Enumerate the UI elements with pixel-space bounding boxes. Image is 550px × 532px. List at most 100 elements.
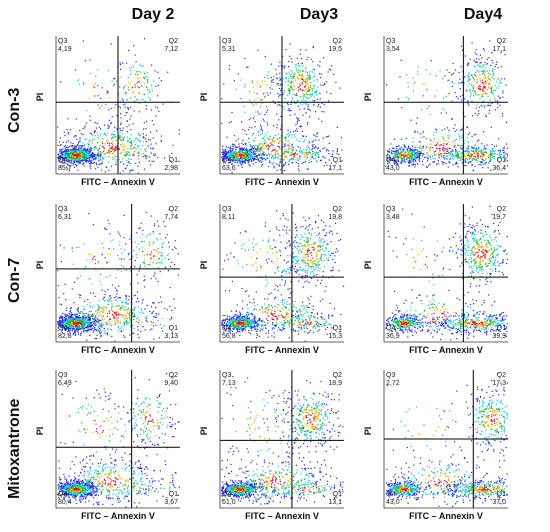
quadrant-q2-label: Q2 7,74 [156, 206, 178, 222]
quadrant-q1-label: Q1 17,1 [320, 157, 342, 173]
y-axis-label: PI [35, 426, 45, 436]
quadrant-name: Q1 [168, 491, 178, 498]
axis-frame [55, 370, 180, 509]
quadrant-name: Q3 [386, 38, 396, 45]
event-dots [221, 210, 345, 342]
quadrant-percentage: 5,31 [222, 46, 236, 53]
panel-con-7-day2: Q3 6,31 Q2 7,74 Q4 82,8 Q1 3,13 PI FITC – Annexin… [35, 198, 182, 360]
quadrant-q1-label: Q1 3,13 [156, 325, 178, 341]
quadrant-percentage: 85,7 [58, 165, 72, 172]
quadrant-percentage: 3,67 [164, 499, 178, 506]
quadrant-q4-label: Q4 63,6 [222, 157, 244, 173]
x-axis-label: FITC – Annexin V [245, 511, 319, 521]
quadrant-name: Q4 [58, 157, 68, 164]
scatter-plot [219, 204, 345, 343]
quadrant-name: Q1 [168, 325, 178, 332]
quadrant-name: Q4 [386, 157, 396, 164]
axis-frame [55, 204, 180, 343]
quadrant-q3-label: Q3 3,54 [386, 38, 408, 54]
y-axis-label: PI [199, 260, 209, 270]
quadrant-q4-label: Q4 82,8 [58, 325, 80, 341]
quadrant-q1-label: Q1 2,98 [156, 157, 178, 173]
column-header-day2: Day 2 [131, 6, 175, 23]
y-axis-label: PI [363, 260, 373, 270]
quadrant-name: Q2 [496, 206, 506, 213]
quadrant-percentage: 3,13 [164, 333, 178, 340]
quadrant-name: Q1 [496, 157, 506, 164]
quadrant-percentage: 37,0 [492, 499, 506, 506]
quadrant-q2-label: Q2 19,5 [320, 38, 342, 54]
quadrant-percentage: 36,9 [386, 333, 400, 340]
row-header-con3: Con-3 [6, 87, 23, 133]
axis-frame [219, 36, 344, 175]
quadrant-percentage: 80,4 [58, 499, 72, 506]
x-axis-label: FITC – Annexin V [81, 177, 155, 187]
quadrant-name: Q3 [58, 38, 68, 45]
quadrant-q1-label: Q1 13,1 [320, 491, 342, 507]
row-header-mitoxantrone: Mitoxantrone [6, 398, 23, 500]
scatter-plot [55, 370, 180, 509]
quadrant-q2-label: Q2 7,12 [156, 38, 178, 54]
quadrant-q1-label: Q1 36,4 [484, 157, 506, 173]
quadrant-q3-label: Q3 6,31 [58, 206, 80, 222]
x-axis-label: FITC – Annexin V [409, 345, 483, 355]
y-axis-label: PI [363, 426, 373, 436]
quadrant-name: Q2 [168, 206, 178, 213]
y-axis-label: PI [199, 426, 209, 436]
quadrant-q3-label: Q3 7,13 [222, 372, 244, 388]
quadrant-q4-label: Q4 36,9 [386, 325, 408, 341]
quadrant-name: Q2 [332, 372, 342, 379]
panel-mitoxantrone-day3: Q3 7,13 Q2 18,9 Q4 61,0 Q1 13,1 PI FITC – Annexin… [199, 364, 346, 526]
x-axis-label: FITC – Annexin V [81, 511, 155, 521]
quadrant-q3-label: Q3 6,49 [58, 372, 80, 388]
quadrant-name: Q1 [332, 491, 342, 498]
quadrant-name: Q2 [332, 206, 342, 213]
scatter-plot [55, 204, 180, 343]
axis-frame [383, 370, 508, 509]
quadrant-name: Q1 [496, 325, 506, 332]
quadrant-name: Q3 [222, 206, 232, 213]
quadrant-q2-label: Q2 17,1 [484, 38, 506, 54]
quadrant-percentage: 9,40 [164, 380, 178, 387]
quadrant-q2-label: Q2 17,3 [484, 372, 506, 388]
y-axis-label: PI [35, 92, 45, 102]
quadrant-name: Q2 [168, 372, 178, 379]
quadrant-percentage: 7,12 [164, 46, 178, 53]
quadrant-q4-label: Q4 43,0 [386, 491, 408, 507]
quadrant-q1-label: Q1 15,3 [320, 325, 342, 341]
quadrant-name: Q1 [496, 491, 506, 498]
quadrant-percentage: 56,8 [222, 333, 236, 340]
quadrant-percentage: 43,0 [386, 499, 400, 506]
quadrant-q4-label: Q4 80,4 [58, 491, 80, 507]
quadrant-percentage: 7,13 [222, 380, 236, 387]
quadrant-name: Q3 [58, 206, 68, 213]
quadrant-name: Q4 [58, 491, 68, 498]
quadrant-percentage: 2,72 [386, 380, 400, 387]
x-axis-label: FITC – Annexin V [81, 345, 155, 355]
column-header-day3: Day3 [299, 6, 339, 23]
quadrant-name: Q3 [58, 372, 68, 379]
event-dots [385, 205, 508, 341]
quadrant-percentage: 3,48 [386, 214, 400, 221]
event-dots [57, 38, 180, 174]
panel-con-7-day3: Q3 8,11 Q2 19,8 Q4 56,8 Q1 15,3 PI FITC – Annexin… [199, 198, 346, 360]
quadrant-name: Q1 [332, 157, 342, 164]
quadrant-q4-label: Q4 43,0 [386, 157, 408, 173]
quadrant-percentage: 39,9 [492, 333, 506, 340]
row-header-con7: Con-7 [6, 257, 23, 303]
quadrant-q3-label: Q3 2,72 [386, 372, 408, 388]
scatter-plot [219, 36, 344, 175]
panel-mitoxantrone-day4: Q3 2,72 Q2 17,3 Q4 43,0 Q1 37,0 PI FITC – Annexin… [363, 364, 510, 526]
quadrant-q3-label: Q3 4,19 [58, 38, 80, 54]
quadrant-name: Q2 [496, 38, 506, 45]
x-axis-label: FITC – Annexin V [245, 177, 319, 187]
scatter-plot [219, 370, 344, 509]
quadrant-name: Q2 [332, 38, 342, 45]
quadrant-q2-label: Q2 19,8 [320, 206, 342, 222]
quadrant-percentage: 18,9 [328, 380, 342, 387]
quadrant-percentage: 6,49 [58, 380, 72, 387]
quadrant-percentage: 13,1 [328, 499, 342, 506]
quadrant-percentage: 4,19 [58, 46, 72, 53]
quadrant-q4-label: Q4 85,7 [58, 157, 80, 173]
panel-con-3-day3: Q3 5,31 Q2 19,5 Q4 63,6 Q1 17,1 PI FITC – Annexin… [199, 30, 346, 192]
